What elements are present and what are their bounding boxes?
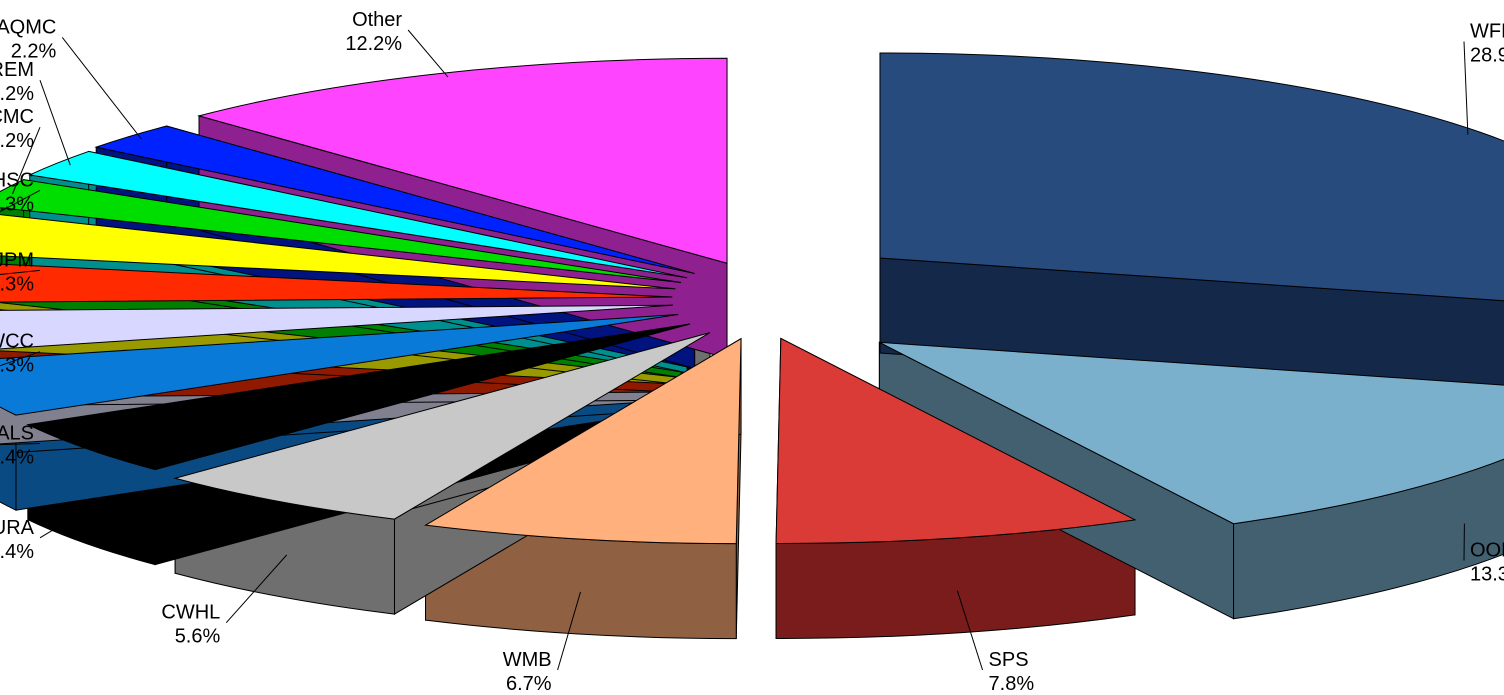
percent-wcc: 3.3% bbox=[0, 355, 34, 377]
percent-jpm: 3.3% bbox=[0, 273, 34, 295]
slice-cwhl bbox=[173, 332, 711, 520]
leader-lines bbox=[0, 29, 1469, 671]
slice-jpm bbox=[0, 263, 673, 303]
leader-aura bbox=[39, 502, 99, 539]
percent-wmb: 6.7% bbox=[506, 673, 552, 695]
percent-other: 12.2% bbox=[345, 33, 402, 55]
leader-cwhl bbox=[225, 554, 288, 624]
label-wcc: WCC bbox=[0, 331, 34, 353]
leader-wcc bbox=[0, 351, 41, 367]
leader-wmb bbox=[557, 591, 582, 671]
label-wfb: WFB bbox=[1470, 21, 1504, 43]
slice-frem bbox=[28, 150, 688, 279]
slice-tops bbox=[0, 52, 1504, 545]
label-wmb: WMB bbox=[503, 649, 552, 671]
leader-aqmc bbox=[61, 37, 142, 140]
leader-frem bbox=[39, 80, 71, 166]
label-ncmc: NCMC bbox=[0, 106, 34, 128]
slice-other bbox=[197, 57, 728, 264]
percent-als: 4.4% bbox=[0, 447, 34, 469]
percent-wfb: 28.9% bbox=[1470, 45, 1504, 67]
leader-als bbox=[0, 443, 41, 446]
slice-sps bbox=[775, 337, 1137, 544]
label-frem: FREM bbox=[0, 59, 34, 81]
slice-hsc bbox=[0, 214, 676, 290]
label-als: ALS bbox=[0, 423, 34, 445]
slice-rim-oomc bbox=[1233, 458, 1504, 620]
label-other: Other bbox=[352, 9, 402, 31]
percent-cwhl: 5.6% bbox=[175, 626, 221, 648]
leader-jpm bbox=[0, 269, 41, 276]
percent-sps: 7.8% bbox=[989, 673, 1035, 695]
percent-ncmc: 2.2% bbox=[0, 130, 34, 152]
label-aqmc: AQMC bbox=[0, 16, 56, 38]
slice-als bbox=[0, 313, 679, 416]
label-oomc: OOMC bbox=[1470, 540, 1504, 562]
leader-ncmc bbox=[11, 126, 41, 195]
percent-frem: 2.2% bbox=[0, 83, 34, 105]
slice-wcc bbox=[0, 304, 673, 350]
slice-wmb bbox=[423, 337, 742, 545]
slice-aura bbox=[26, 323, 691, 471]
slice-ncmc bbox=[0, 179, 682, 284]
label-aura: AURA bbox=[0, 517, 35, 539]
leader-hsc bbox=[0, 189, 41, 213]
percent-oomc: 13.3% bbox=[1470, 564, 1504, 586]
slice-aqmc bbox=[94, 125, 695, 274]
label-cwhl: CWHL bbox=[161, 602, 220, 624]
leader-wfb bbox=[1463, 41, 1469, 135]
leader-other bbox=[407, 29, 449, 78]
percent-aura: 4.4% bbox=[0, 541, 34, 563]
label-sps: SPS bbox=[989, 649, 1029, 671]
slice-oomc bbox=[879, 341, 1504, 525]
label-hsc: HSC bbox=[0, 169, 34, 191]
percent-hsc: 3.3% bbox=[0, 193, 34, 215]
percent-aqmc: 2.2% bbox=[11, 40, 57, 62]
label-jpm: JPM bbox=[0, 249, 34, 271]
slice-wfb bbox=[879, 52, 1504, 302]
leader-sps bbox=[956, 590, 984, 671]
